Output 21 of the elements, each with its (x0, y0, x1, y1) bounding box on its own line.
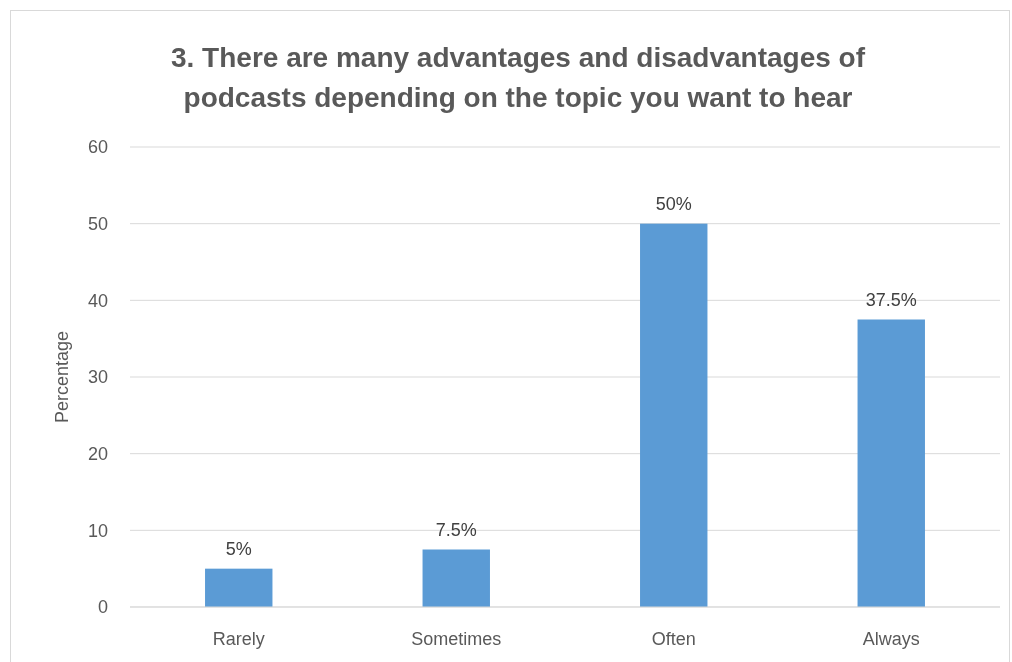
x-tick-label: Sometimes (411, 629, 502, 649)
y-tick-label: 60 (87, 137, 108, 158)
bar (640, 223, 708, 607)
x-tick-label: Rarely (212, 629, 265, 649)
data-label: 37.5% (865, 289, 917, 310)
y-tick-label: 30 (87, 367, 108, 388)
chart-title: 3. There are many advantages and disadvantages of podcasts depending on the topic you want to hear (170, 42, 866, 113)
bar (857, 319, 925, 607)
x-tick-label: Often (651, 629, 696, 649)
x-tick-label: Always (862, 629, 920, 649)
bar (205, 568, 273, 607)
y-tick-label: 20 (87, 443, 108, 464)
data-label: 7.5% (435, 519, 477, 540)
y-tick-label: 40 (87, 290, 108, 311)
y-tick-label: 0 (97, 597, 108, 618)
y-tick-label: 10 (87, 520, 108, 541)
y-axis-title: Percentage (52, 330, 72, 424)
data-label: 50% (655, 193, 692, 214)
y-tick-label: 50 (87, 213, 108, 234)
bar (422, 549, 490, 607)
data-label: 5% (225, 538, 252, 559)
